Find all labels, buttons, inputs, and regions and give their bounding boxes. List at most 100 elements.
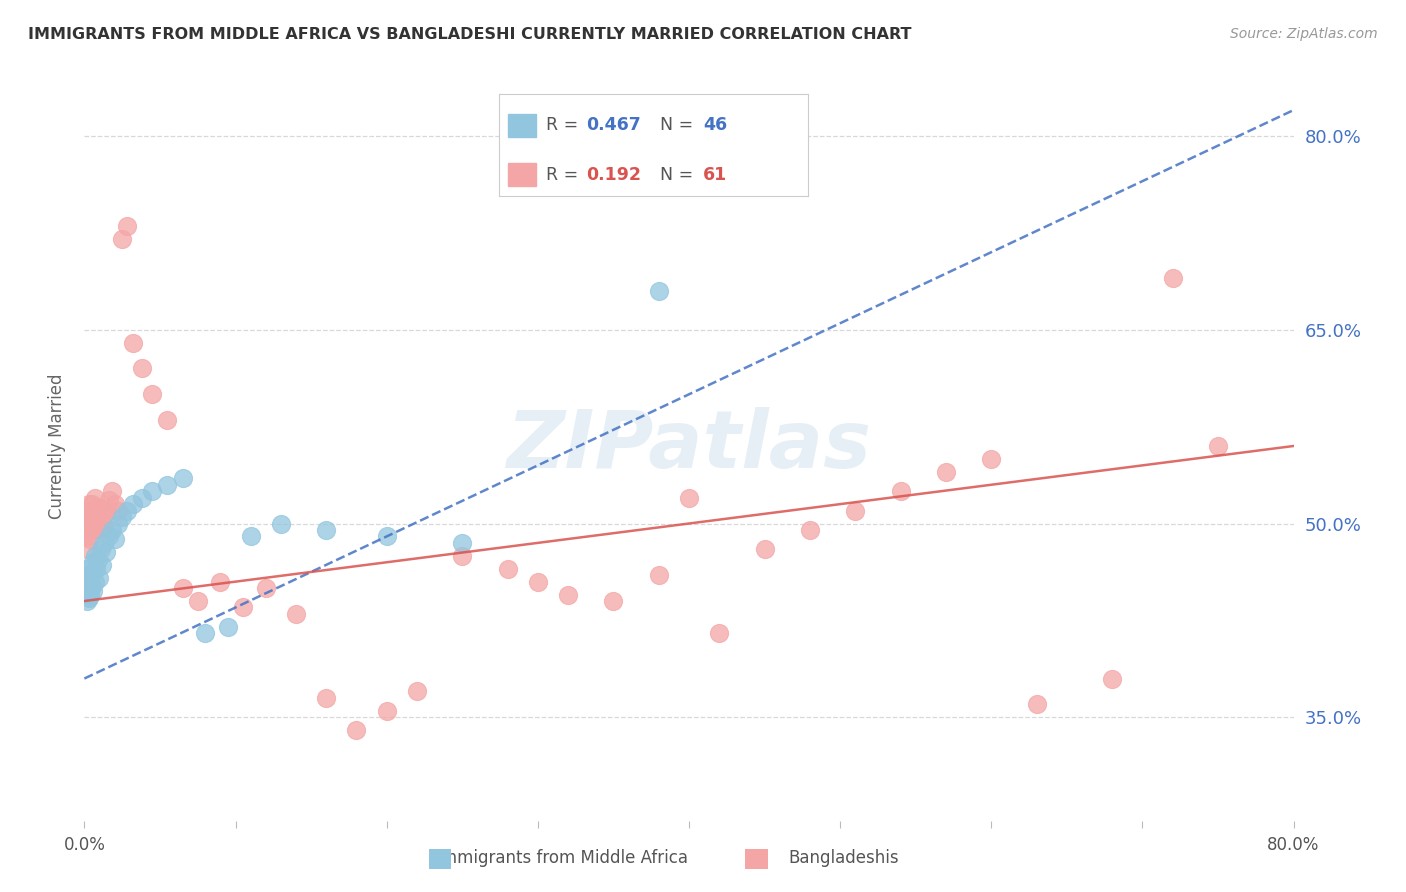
Point <box>77 503 100 517</box>
Point <box>76 542 98 557</box>
Point <box>79 516 101 531</box>
Text: 0.192: 0.192 <box>586 166 641 184</box>
Point <box>131 361 153 376</box>
Point <box>709 626 731 640</box>
Point <box>84 549 107 563</box>
Point <box>156 413 179 427</box>
Point <box>86 506 108 520</box>
Point <box>90 523 112 537</box>
Point <box>406 684 429 698</box>
Point <box>107 516 129 531</box>
Point <box>115 503 138 517</box>
Point <box>648 568 671 582</box>
Point <box>217 620 239 634</box>
Point <box>77 497 100 511</box>
Point <box>75 568 97 582</box>
Point <box>172 581 194 595</box>
Point <box>451 536 474 550</box>
Point <box>172 471 194 485</box>
Point <box>115 219 138 234</box>
Point <box>602 594 624 608</box>
Point <box>111 510 134 524</box>
Point <box>131 491 153 505</box>
Text: Source: ZipAtlas.com: Source: ZipAtlas.com <box>1230 27 1378 41</box>
Point <box>96 501 118 516</box>
Point <box>194 626 217 640</box>
Point <box>375 529 398 543</box>
Point <box>84 574 107 589</box>
Point <box>80 566 103 580</box>
Point <box>82 503 104 517</box>
Bar <box>509 114 536 136</box>
Point <box>75 581 97 595</box>
Point <box>232 600 254 615</box>
Point <box>79 532 101 546</box>
Point <box>100 484 122 499</box>
Point <box>75 503 97 517</box>
Point <box>187 594 209 608</box>
Point <box>121 335 143 350</box>
Point <box>77 591 100 606</box>
Point <box>94 506 117 520</box>
Point <box>80 510 103 524</box>
Point <box>890 484 912 499</box>
Point <box>93 536 115 550</box>
Point <box>76 594 98 608</box>
Point <box>527 574 550 589</box>
Point <box>156 477 179 491</box>
Point <box>76 529 98 543</box>
Point <box>90 542 112 557</box>
Point <box>82 583 104 598</box>
Point <box>980 451 1002 466</box>
Point <box>75 588 97 602</box>
Point <box>100 523 122 537</box>
Point <box>107 503 129 517</box>
Point <box>451 549 474 563</box>
Point <box>82 555 104 569</box>
Point <box>121 497 143 511</box>
Point <box>91 514 114 528</box>
Point <box>346 723 368 738</box>
Point <box>87 516 110 531</box>
Bar <box>509 163 536 186</box>
Point <box>104 532 127 546</box>
Point <box>93 519 115 533</box>
Point <box>141 387 163 401</box>
Point <box>82 523 104 537</box>
Point <box>89 501 111 516</box>
Text: Bangladeshis: Bangladeshis <box>789 849 898 867</box>
Point <box>80 497 103 511</box>
Text: IMMIGRANTS FROM MIDDLE AFRICA VS BANGLADESHI CURRENTLY MARRIED CORRELATION CHART: IMMIGRANTS FROM MIDDLE AFRICA VS BANGLAD… <box>28 27 911 42</box>
Point <box>935 465 957 479</box>
Text: 0.467: 0.467 <box>586 117 641 135</box>
Point <box>76 577 98 591</box>
Point <box>89 571 111 585</box>
Text: N =: N = <box>659 166 699 184</box>
Y-axis label: Currently Married: Currently Married <box>48 373 66 519</box>
Point <box>97 529 120 543</box>
Text: 61: 61 <box>703 166 727 184</box>
Point <box>87 552 110 566</box>
Point <box>104 497 127 511</box>
Point <box>496 562 519 576</box>
Point <box>1206 439 1229 453</box>
Point <box>209 574 232 589</box>
Point <box>557 588 579 602</box>
Point <box>1101 672 1123 686</box>
Point <box>678 491 700 505</box>
Text: N =: N = <box>659 117 699 135</box>
Point <box>76 562 98 576</box>
Point <box>94 545 117 559</box>
Text: R =: R = <box>546 117 583 135</box>
Point <box>1161 271 1184 285</box>
Point <box>285 607 308 621</box>
Text: Immigrants from Middle Africa: Immigrants from Middle Africa <box>436 849 689 867</box>
Point <box>648 284 671 298</box>
Point <box>79 588 101 602</box>
Point <box>315 523 337 537</box>
Point <box>315 690 337 705</box>
Point <box>239 529 262 543</box>
Point <box>77 574 100 588</box>
Point <box>141 484 163 499</box>
Point <box>84 491 107 505</box>
